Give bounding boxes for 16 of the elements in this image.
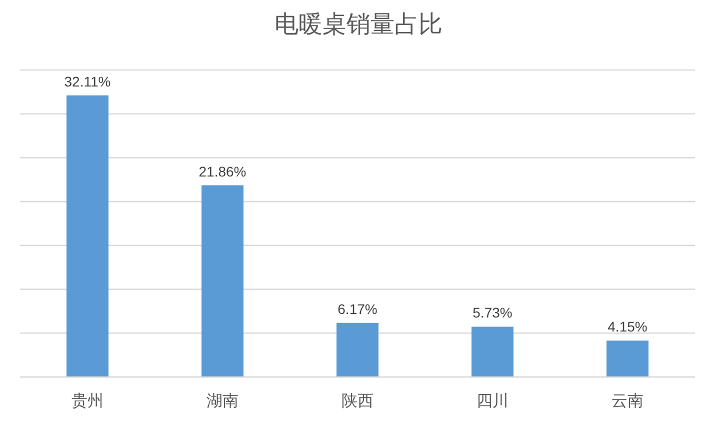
data-label: 6.17% (338, 300, 378, 317)
x-tick-label: 四川 (476, 392, 508, 410)
bar (606, 340, 648, 377)
x-tick-label: 陕西 (342, 393, 374, 410)
chart-title: 电暖桌销量占比 (274, 11, 442, 38)
bar (66, 95, 108, 377)
x-tick-label: 贵州 (72, 392, 104, 410)
bar (472, 326, 514, 377)
data-label: 21.86% (198, 163, 246, 180)
bar (336, 322, 378, 377)
data-label: 32.11% (64, 73, 111, 90)
data-label: 4.15% (608, 318, 648, 335)
data-label: 5.73% (472, 304, 512, 321)
x-tick-label: 云南 (612, 392, 644, 410)
bar (202, 185, 244, 377)
x-tick-label: 湖南 (206, 392, 238, 410)
